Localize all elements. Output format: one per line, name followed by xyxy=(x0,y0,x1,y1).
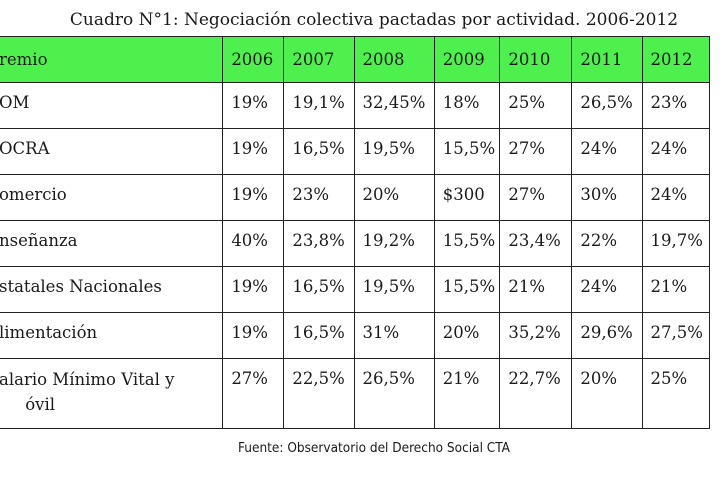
value-cell: 40% xyxy=(222,220,285,267)
header-year: 2011 xyxy=(571,36,643,83)
value-cell: 21% xyxy=(641,266,711,313)
sector-cell: limentación xyxy=(0,312,224,359)
value-cell: 22,7% xyxy=(499,358,573,429)
table-title: Cuadro N°1: Negociación colectiva pactad… xyxy=(69,10,679,30)
value-cell: 19,5% xyxy=(353,128,435,175)
table-row: OM 19% 19,1% 32,45% 18% 25% 26,5% 23% xyxy=(0,82,711,129)
value-cell: 15,5% xyxy=(433,220,501,267)
value-cell: 19,5% xyxy=(353,266,435,313)
value-cell: 25% xyxy=(499,82,573,129)
value-cell: 18% xyxy=(433,82,501,129)
value-cell: 26,5% xyxy=(571,82,643,129)
value-cell: 15,5% xyxy=(433,128,501,175)
header-year: 2007 xyxy=(283,36,355,83)
table-row: omercio 19% 23% 20% $300 27% 30% 24% xyxy=(0,174,711,221)
sector-cell: nseñanza xyxy=(0,220,224,267)
value-cell: 23,4% xyxy=(499,220,573,267)
sector-cell: OCRA xyxy=(0,128,224,175)
table-row: statales Nacionales 19% 16,5% 19,5% 15,5… xyxy=(0,266,711,313)
value-cell: 19% xyxy=(222,128,285,175)
value-cell: 27,5% xyxy=(641,312,711,359)
value-cell: 30% xyxy=(571,174,643,221)
sector-cell: omercio xyxy=(0,174,224,221)
table-row: alario Mínimo Vital y óvil 27% 22,5% 26,… xyxy=(0,358,711,429)
value-cell: 24% xyxy=(641,174,711,221)
value-cell: 16,5% xyxy=(283,312,355,359)
value-cell: 16,5% xyxy=(283,128,355,175)
header-year: 2012 xyxy=(641,36,711,83)
sector-cell: OM xyxy=(0,82,224,129)
header-year: 2010 xyxy=(499,36,573,83)
table-row: nseñanza 40% 23,8% 19,2% 15,5% 23,4% 22%… xyxy=(0,220,711,267)
value-cell: 25% xyxy=(641,358,711,429)
source-note: Fuente: Observatorio del Derecho Social … xyxy=(238,440,510,456)
value-cell: 29,6% xyxy=(571,312,643,359)
value-cell: 27% xyxy=(499,128,573,175)
value-cell: $300 xyxy=(433,174,501,221)
value-cell: 32,45% xyxy=(353,82,435,129)
value-cell: 19,7% xyxy=(641,220,711,267)
value-cell: 20% xyxy=(353,174,435,221)
value-cell: 22,5% xyxy=(283,358,355,429)
value-cell: 21% xyxy=(499,266,573,313)
value-cell: 19% xyxy=(222,312,285,359)
sector-cell: statales Nacionales xyxy=(0,266,224,313)
value-cell: 24% xyxy=(571,266,643,313)
collective-bargaining-table: remio 2006 2007 2008 2009 2010 2011 2012… xyxy=(0,36,711,429)
value-cell: 20% xyxy=(433,312,501,359)
header-year: 2006 xyxy=(222,36,285,83)
value-cell: 16,5% xyxy=(283,266,355,313)
value-cell: 19,1% xyxy=(283,82,355,129)
value-cell: 19,2% xyxy=(353,220,435,267)
value-cell: 20% xyxy=(571,358,643,429)
value-cell: 24% xyxy=(571,128,643,175)
sector-cell: alario Mínimo Vital y óvil xyxy=(0,358,224,429)
table-row: limentación 19% 16,5% 31% 20% 35,2% 29,6… xyxy=(0,312,711,359)
value-cell: 27% xyxy=(222,358,285,429)
header-year: 2008 xyxy=(353,36,435,83)
value-cell: 23,8% xyxy=(283,220,355,267)
value-cell: 27% xyxy=(499,174,573,221)
value-cell: 21% xyxy=(433,358,501,429)
value-cell: 35,2% xyxy=(499,312,573,359)
value-cell: 19% xyxy=(222,174,285,221)
value-cell: 23% xyxy=(283,174,355,221)
value-cell: 23% xyxy=(641,82,711,129)
table-row: OCRA 19% 16,5% 19,5% 15,5% 27% 24% 24% xyxy=(0,128,711,175)
value-cell: 19% xyxy=(222,82,285,129)
header-sector: remio xyxy=(0,36,224,83)
header-year: 2009 xyxy=(433,36,501,83)
value-cell: 15,5% xyxy=(433,266,501,313)
value-cell: 26,5% xyxy=(353,358,435,429)
value-cell: 19% xyxy=(222,266,285,313)
value-cell: 31% xyxy=(353,312,435,359)
header-row: remio 2006 2007 2008 2009 2010 2011 2012 xyxy=(0,36,711,83)
value-cell: 22% xyxy=(571,220,643,267)
value-cell: 24% xyxy=(641,128,711,175)
